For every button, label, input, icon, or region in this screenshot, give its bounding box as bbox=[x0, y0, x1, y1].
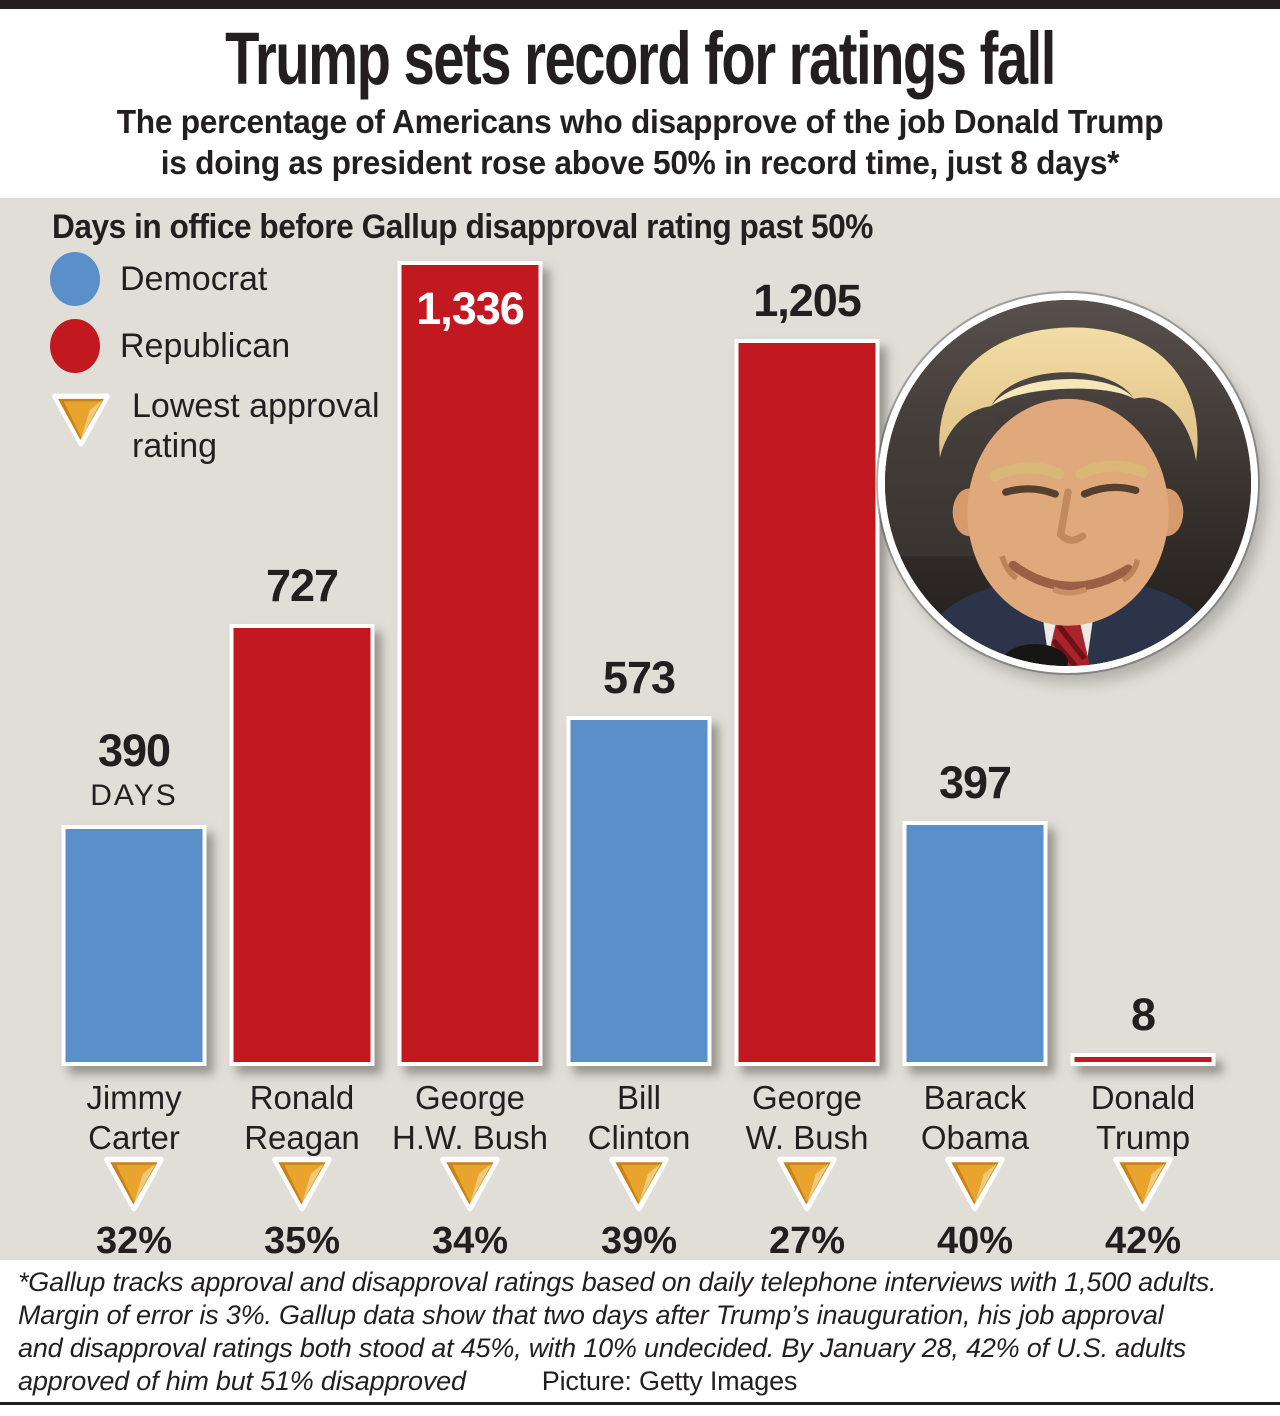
bar-value-label: 8 bbox=[1130, 989, 1156, 1040]
legend-lowest-approval-label: Lowest approval rating bbox=[132, 387, 380, 465]
trump-portrait-illustration bbox=[885, 300, 1251, 666]
lowest-approval-value: 40% bbox=[936, 1220, 1014, 1262]
lowest-approval-value: 42% bbox=[1104, 1220, 1182, 1262]
president-column: 390 DAYS Jimmy Carter 32% bbox=[50, 198, 218, 1262]
lowest-approval-value: 32% bbox=[95, 1220, 173, 1262]
president-name: Donald Trump bbox=[1090, 1079, 1196, 1156]
legend-republican-label: Republican bbox=[120, 327, 291, 365]
president-name: Ronald Reagan bbox=[244, 1079, 360, 1156]
president-name: Jimmy Carter bbox=[86, 1079, 182, 1156]
president-column: 1,336 George H.W. Bush 34% bbox=[386, 198, 554, 1262]
bar bbox=[229, 624, 375, 1066]
lowest-approval-triangle-icon bbox=[607, 1154, 671, 1214]
bar-value-label: 390 DAYS bbox=[90, 725, 178, 812]
footnote-line-2: Margin of error is 3%. Gallup data show … bbox=[18, 1300, 1164, 1330]
footnote-line-1: *Gallup tracks approval and disapproval … bbox=[18, 1267, 1217, 1297]
legend-row-republican: Republican bbox=[50, 319, 380, 373]
lowest-approval-triangle-icon bbox=[775, 1154, 839, 1214]
bar bbox=[1070, 1053, 1216, 1066]
president-name: George W. Bush bbox=[745, 1079, 869, 1156]
lowest-approval-value: 39% bbox=[600, 1220, 678, 1262]
president-column: 727 Ronald Reagan 35% bbox=[218, 198, 386, 1262]
bar bbox=[734, 339, 880, 1066]
president-column: 1,205 George W. Bush 27% bbox=[723, 198, 891, 1262]
page-subtitle: The percentage of Americans who disappro… bbox=[26, 101, 1255, 183]
democrat-swatch-icon bbox=[50, 252, 100, 306]
lowest-approval-value: 35% bbox=[263, 1220, 341, 1262]
republican-swatch-icon bbox=[50, 319, 100, 373]
president-column: 397 Barack Obama 40% bbox=[891, 198, 1059, 1262]
picture-credit: Picture: Getty Images bbox=[541, 1366, 798, 1396]
president-column: 8 Donald Trump 42% bbox=[1059, 198, 1227, 1262]
chart-title: Days in office before Gallup disapproval… bbox=[52, 208, 873, 246]
footer: *Gallup tracks approval and disapproval … bbox=[0, 1260, 1280, 1416]
top-rule bbox=[0, 0, 1280, 9]
legend-democrat-label: Democrat bbox=[120, 260, 268, 298]
president-name: Barack Obama bbox=[920, 1079, 1030, 1156]
lowest-approval-value: 34% bbox=[431, 1220, 509, 1262]
bar-value-label: 397 bbox=[938, 757, 1012, 808]
bar bbox=[902, 821, 1048, 1066]
lowest-approval-triangle-icon bbox=[102, 1154, 166, 1214]
bar-value-label: 573 bbox=[602, 652, 676, 703]
bar-value-label: 727 bbox=[265, 560, 339, 611]
president-column: 573 Bill Clinton 39% bbox=[555, 198, 723, 1262]
lowest-approval-triangle-icon bbox=[270, 1154, 334, 1214]
lowest-approval-triangle-icon bbox=[438, 1154, 502, 1214]
legend-row-democrat: Democrat bbox=[50, 252, 380, 306]
chart-legend: Democrat Republican Lowest approval rati… bbox=[50, 252, 380, 479]
lowest-approval-value: 27% bbox=[768, 1220, 846, 1262]
president-name: Bill Clinton bbox=[587, 1079, 691, 1156]
bar bbox=[397, 261, 543, 1066]
chart-panel: Days in office before Gallup disapproval… bbox=[0, 198, 1280, 1262]
bar bbox=[61, 825, 207, 1066]
page-title: Trump sets record for ratings fall bbox=[225, 17, 1056, 100]
trump-portrait-photo bbox=[878, 293, 1258, 673]
bar bbox=[566, 716, 712, 1066]
president-name: George H.W. Bush bbox=[392, 1079, 548, 1156]
footnote-line-3: and disapproval ratings both stood at 45… bbox=[18, 1333, 1187, 1363]
bottom-rule bbox=[0, 1402, 1280, 1405]
bar-chart-area: 390 DAYS Jimmy Carter 32% 727 Ronald Reagan… bbox=[0, 198, 1280, 1262]
lowest-approval-triangle-icon bbox=[943, 1154, 1007, 1214]
legend-row-lowest-approval: Lowest approval rating bbox=[50, 386, 380, 466]
lowest-approval-triangle-icon bbox=[1111, 1154, 1175, 1214]
footnote: *Gallup tracks approval and disapproval … bbox=[18, 1266, 1268, 1398]
subtitle-line-2: is doing as president rose above 50% in … bbox=[160, 144, 1120, 181]
footnote-line-4: approved of him but 51% disapproved Pictu… bbox=[18, 1366, 798, 1396]
bar-value-label: 1,336 bbox=[416, 283, 525, 334]
subtitle-line-1: The percentage of Americans who disappro… bbox=[116, 103, 1164, 140]
bar-value-label: 1,205 bbox=[753, 275, 862, 326]
